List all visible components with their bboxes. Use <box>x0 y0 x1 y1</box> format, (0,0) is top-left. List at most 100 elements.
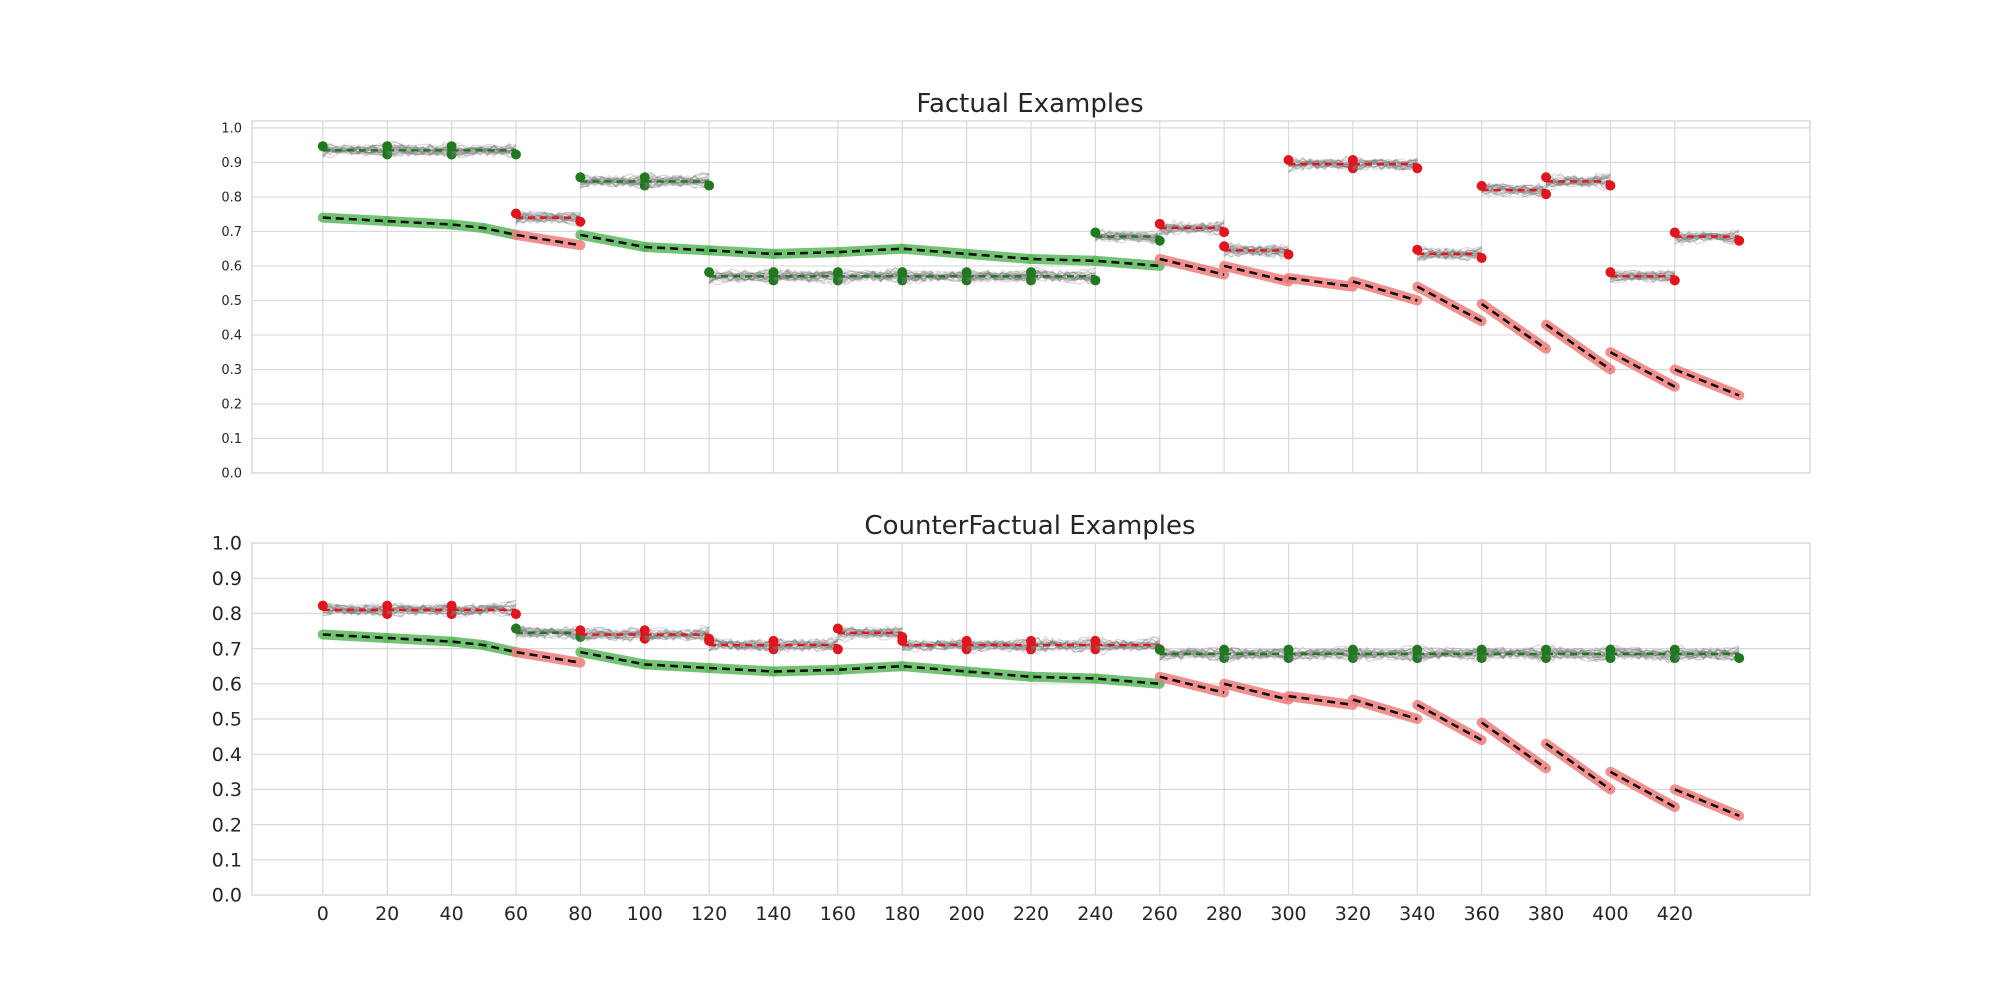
segment-end-point <box>1734 653 1745 664</box>
sample-line <box>1288 649 1353 661</box>
sample-line <box>901 271 967 282</box>
sample-line <box>1159 223 1225 235</box>
segment-window <box>1476 180 1552 200</box>
sample-line <box>1159 218 1225 237</box>
sample-line <box>1481 184 1547 198</box>
sample-line <box>515 625 581 640</box>
x-tick-label: 420 <box>1657 903 1693 925</box>
sample-line <box>1545 648 1611 658</box>
sample-line <box>1159 222 1225 235</box>
segment-window <box>1412 644 1487 664</box>
sample-line <box>1545 645 1611 663</box>
sample-line <box>1610 270 1675 282</box>
sample-line <box>579 174 645 188</box>
sample-line <box>1674 649 1740 660</box>
sample-line <box>902 639 967 649</box>
sample-line <box>837 267 903 286</box>
sample-line <box>1095 231 1160 239</box>
sample-line <box>1545 645 1611 661</box>
sample-line <box>322 604 388 616</box>
sample-line <box>1223 647 1289 661</box>
sample-line <box>1288 648 1354 662</box>
sample-line <box>644 626 710 640</box>
sample-line <box>1095 641 1160 649</box>
plot-frame <box>251 120 1811 474</box>
sample-line <box>902 272 967 280</box>
sample-line <box>580 630 645 641</box>
trend-line <box>580 233 1160 268</box>
sample-line <box>1481 644 1547 657</box>
sample-line <box>1159 648 1225 658</box>
segment-end-point <box>1412 653 1423 664</box>
sample-line <box>1545 649 1611 661</box>
sample-line <box>773 637 838 653</box>
sample-line <box>1674 229 1740 241</box>
y-tick-label: 0.7 <box>221 225 242 240</box>
sample-line <box>1030 270 1096 285</box>
segment-start-point <box>1154 644 1165 655</box>
sample-line <box>1352 647 1418 660</box>
sample-line <box>515 212 581 225</box>
sample-line <box>451 603 517 618</box>
sample-line <box>1159 647 1225 663</box>
sample-line <box>515 627 581 639</box>
sample-line <box>1224 648 1289 658</box>
sample-line <box>901 270 967 283</box>
sample-line <box>708 268 774 284</box>
sample-line <box>322 144 388 157</box>
sample-line <box>966 640 1032 652</box>
sample-line <box>1416 646 1483 660</box>
sample-line <box>1481 183 1547 194</box>
sample-line <box>644 174 710 186</box>
sample-line <box>708 640 774 651</box>
sample-line <box>1481 185 1547 196</box>
sample-line <box>644 629 710 641</box>
sample-line <box>1481 649 1547 660</box>
sample-line <box>1545 172 1611 192</box>
sample-line <box>1417 648 1482 659</box>
sample-line <box>1288 155 1354 167</box>
segment-window <box>446 599 521 620</box>
segment-window <box>575 172 650 191</box>
sample-line <box>837 270 903 284</box>
y-tick-label: 0.8 <box>212 603 242 625</box>
x-tick-label: 300 <box>1270 903 1306 925</box>
sample-line <box>902 639 967 649</box>
sample-line <box>1481 184 1547 195</box>
sample-line <box>579 628 645 640</box>
sample-line <box>386 141 453 157</box>
sample-line <box>451 146 517 156</box>
sample-line <box>1610 269 1675 284</box>
sample-line <box>322 145 388 155</box>
sample-line <box>1545 648 1611 659</box>
sample-line <box>1481 647 1547 660</box>
sample-line <box>966 641 1032 652</box>
sample-line <box>1352 648 1418 660</box>
sample-line <box>773 269 839 282</box>
sample-line <box>515 626 581 638</box>
sample-line <box>322 145 388 154</box>
sample-line <box>708 268 774 283</box>
sample-line <box>1159 223 1225 235</box>
sample-line <box>1288 158 1354 173</box>
sample-line <box>1223 245 1289 255</box>
sample-line <box>1674 233 1740 242</box>
segment-window <box>1026 267 1101 286</box>
sample-line <box>773 269 838 282</box>
segment-end-point <box>1347 163 1358 174</box>
trend-line <box>1674 788 1740 818</box>
sample-line <box>1416 649 1482 658</box>
sample-line <box>1352 647 1418 662</box>
sample-line <box>902 271 967 282</box>
sample-line <box>1610 648 1676 660</box>
sample-line <box>837 629 903 639</box>
segment-start-point <box>704 635 715 646</box>
sample-line <box>580 174 646 188</box>
sample-line <box>1223 244 1289 256</box>
sample-line <box>579 629 646 642</box>
sample-line <box>322 143 388 158</box>
sample-line <box>1030 272 1096 283</box>
sample-line <box>515 211 581 224</box>
segment-start-point <box>1154 218 1165 229</box>
sample-line <box>1095 638 1161 650</box>
